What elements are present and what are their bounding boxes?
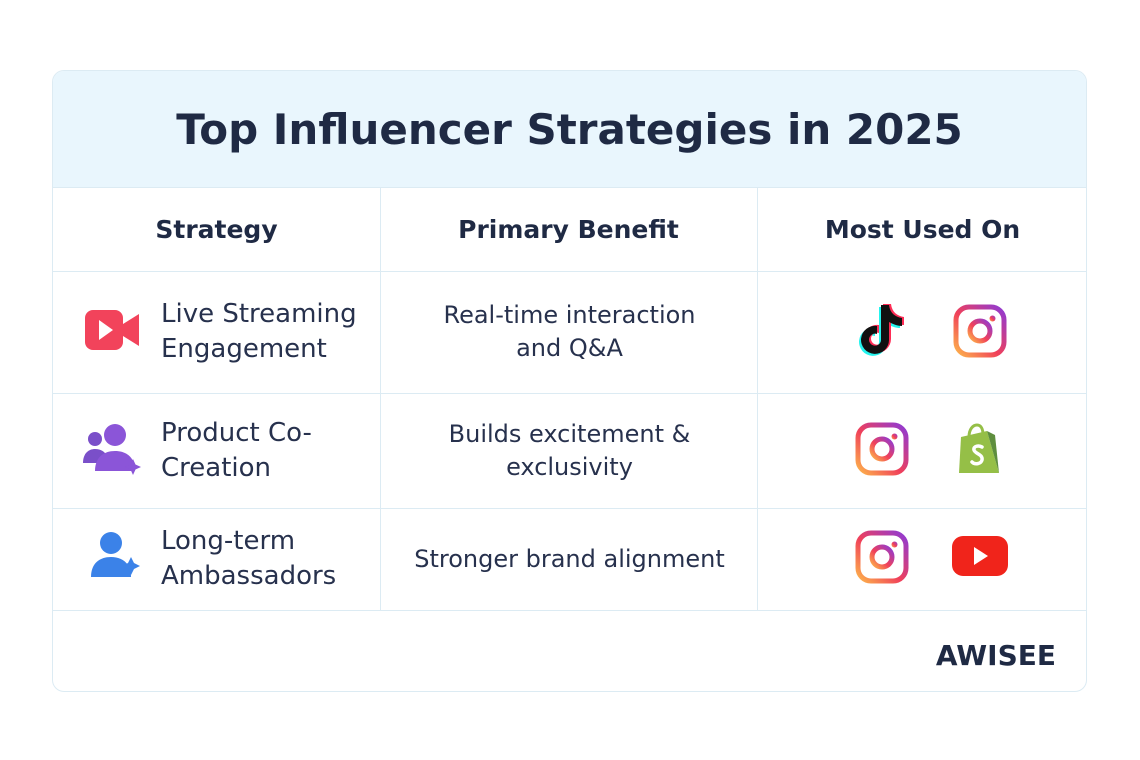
- card: Top Influencer Strategies in 2025 Strate…: [52, 70, 1087, 692]
- tiktok-icon: [859, 304, 904, 356]
- brand: AWISEE: [935, 639, 1056, 672]
- column-header: Most Used On: [824, 214, 1021, 244]
- divider: [53, 508, 1086, 509]
- youtube-icon: [952, 536, 1008, 576]
- divider: [53, 610, 1086, 611]
- column-header: Primary Benefit: [458, 214, 679, 244]
- strategy: Product Co-Creation: [161, 417, 312, 483]
- divider: [757, 187, 758, 610]
- co-creation-icon: [83, 424, 141, 475]
- divider: [53, 271, 1086, 272]
- header-band: [53, 71, 1086, 187]
- title: Top Influencer Strategies in 2025: [176, 104, 963, 154]
- ambassador-icon: [91, 532, 140, 577]
- strategy: Long-term Ambassadors: [161, 526, 337, 591]
- divider: [380, 187, 381, 610]
- benefit: Real-time interaction and Q&A: [443, 301, 696, 362]
- strategy: Live Streaming Engagement: [161, 299, 357, 364]
- divider: [53, 187, 1086, 188]
- video-icon: [85, 310, 139, 350]
- shopify-icon: [959, 423, 999, 473]
- benefit: Builds excitement & exclusivity: [448, 419, 691, 481]
- benefit: Stronger brand alignment: [414, 544, 725, 573]
- instagram-icon: [855, 530, 909, 584]
- divider: [53, 393, 1086, 394]
- instagram-icon: [953, 304, 1007, 358]
- instagram-icon: [855, 422, 909, 476]
- column-header: Strategy: [155, 214, 278, 244]
